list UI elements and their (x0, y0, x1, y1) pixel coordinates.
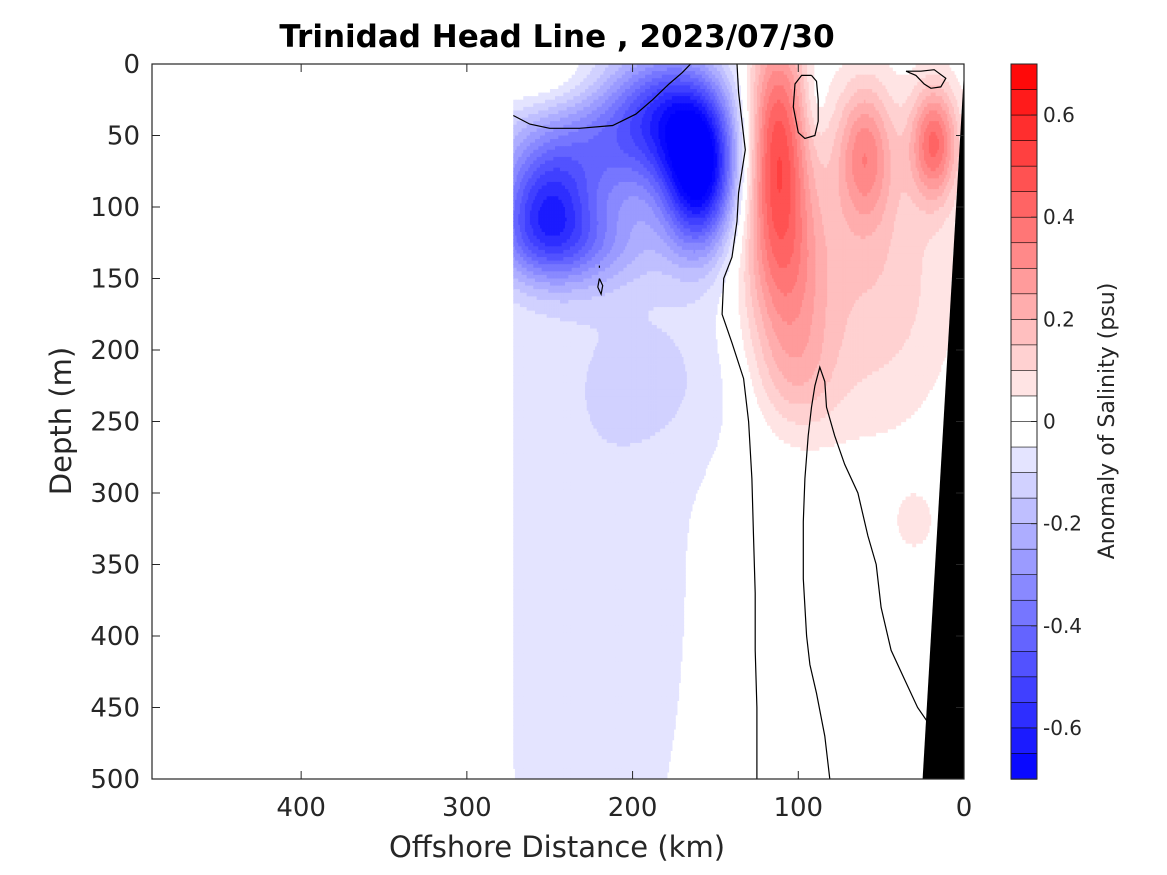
field-cell (947, 64, 949, 68)
chart-title: Trinidad Head Line , 2023/07/30 (279, 19, 834, 55)
salinity-anomaly-section-chart: Trinidad Head Line , 2023/07/30 400 300 20… (0, 0, 1167, 875)
field-cell (815, 103, 817, 107)
field-cell (740, 100, 742, 104)
field-cell (812, 71, 814, 75)
field-cell (887, 64, 889, 68)
field-cell (961, 89, 963, 93)
field-cell (812, 85, 814, 89)
field-cell (956, 78, 958, 82)
field-cell (814, 100, 816, 104)
field-cell (812, 64, 814, 68)
field-cell (812, 89, 814, 93)
field-cell (894, 71, 896, 75)
field-cell (812, 82, 814, 86)
field-cell (954, 75, 956, 79)
field-cell (957, 82, 959, 86)
field-cell (952, 71, 954, 75)
field-cell (812, 68, 814, 72)
field-cell (814, 96, 816, 100)
field-cell (959, 85, 961, 89)
field-cell (812, 93, 814, 97)
field-cell (959, 107, 961, 111)
field-cell (949, 68, 951, 72)
field-cell (734, 64, 736, 68)
field-cell (891, 68, 893, 72)
